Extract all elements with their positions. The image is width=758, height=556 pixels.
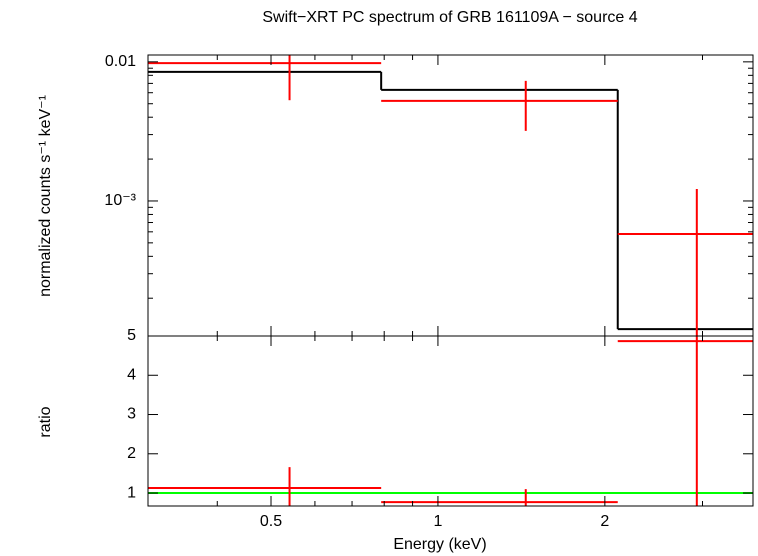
y-tick-label: 4 [127,366,136,383]
plot-frame [147,335,754,507]
plot-frame [147,54,754,337]
y-tick-label: 5 [127,327,136,344]
y-tick-label: 1 [127,484,136,501]
y-tick-label: 10⁻³ [104,192,136,209]
x-axis-label: Energy (keV) [393,536,486,553]
y-axis-label: normalized counts s⁻¹ keV⁻¹ [37,95,54,297]
y-tick-label: 2 [127,445,136,462]
x-tick-label: 0.5 [260,513,282,530]
plot-area [148,55,753,336]
y-tick-label: 3 [127,406,136,423]
y-axis-label: ratio [37,406,54,437]
chart-title: Swift−XRT PC spectrum of GRB 161109A − s… [262,9,637,26]
plot-area [148,336,753,506]
x-tick-label: 2 [600,513,609,530]
x-tick-label: 1 [433,513,442,530]
y-tick-label: 0.01 [105,53,136,70]
